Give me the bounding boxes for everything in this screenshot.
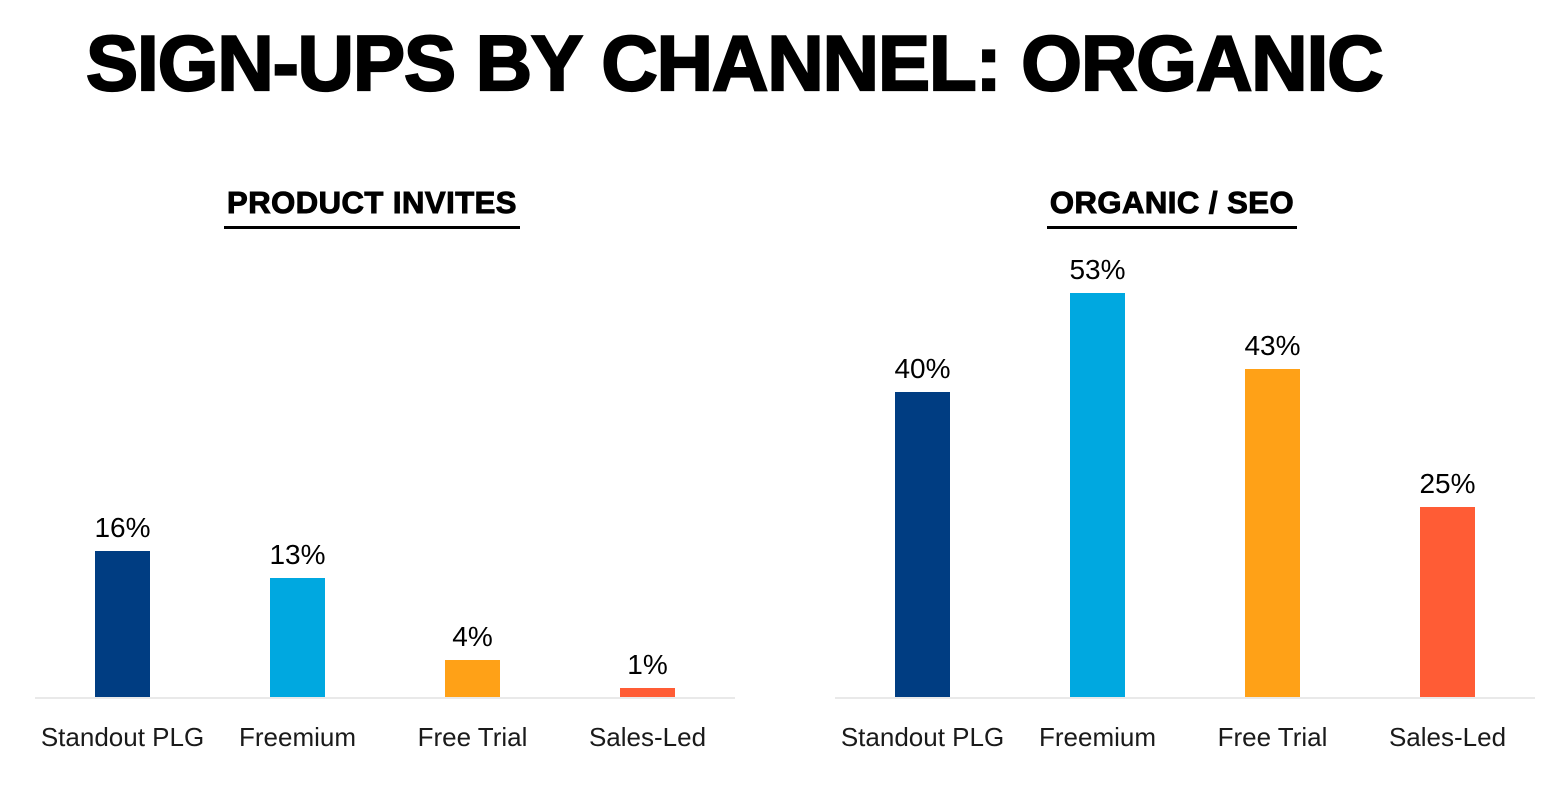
category-row: Standout PLG Freemium Free Trial Sales-Led bbox=[35, 722, 735, 753]
bar-free-trial bbox=[445, 660, 500, 697]
bar-sales-led bbox=[1420, 507, 1475, 697]
plot-area: 16% 13% 4% 1% bbox=[35, 240, 735, 699]
bar-value-label: 4% bbox=[452, 621, 493, 652]
plot-area: 40% 53% 43% 25% bbox=[835, 240, 1535, 699]
bar-group-freemium: 13% bbox=[210, 541, 385, 697]
bar-free-trial bbox=[1245, 369, 1300, 697]
bar-group-standout-plg: 16% bbox=[35, 514, 210, 697]
bar-group-standout-plg: 40% bbox=[835, 355, 1010, 697]
chart-product-invites: PRODUCT INVITES 16% 13% 4% 1% Standout PLG F… bbox=[35, 185, 735, 753]
category-label-sales-led: Sales-Led bbox=[1388, 722, 1507, 752]
category-label-freemium: Freemium bbox=[1038, 722, 1156, 752]
category-label-freemium: Freemium bbox=[238, 722, 356, 752]
category-label-standout-plg: Standout PLG bbox=[840, 722, 1005, 752]
bar-group-sales-led: 25% bbox=[1360, 470, 1535, 697]
category-label-free-trial: Free Trial bbox=[417, 722, 528, 752]
bar-value-label: 13% bbox=[269, 539, 326, 570]
bar-sales-led bbox=[620, 688, 675, 697]
category-row: Standout PLG Freemium Free Trial Sales-Led bbox=[835, 722, 1535, 753]
chart-title-product-invites: PRODUCT INVITES bbox=[224, 185, 520, 229]
chart-organic-seo: ORGANIC / SEO 40% 53% 43% 25% Standout PLG F… bbox=[835, 185, 1535, 753]
bar-value-label: 43% bbox=[1244, 330, 1301, 361]
bar-value-label: 53% bbox=[1069, 254, 1126, 285]
bar-value-label: 25% bbox=[1419, 468, 1476, 499]
category-label-free-trial: Free Trial bbox=[1217, 722, 1328, 752]
bar-group-free-trial: 4% bbox=[385, 623, 560, 697]
bar-value-label: 40% bbox=[894, 353, 951, 384]
bar-standout-plg bbox=[895, 392, 950, 697]
bar-freemium bbox=[270, 578, 325, 697]
bar-value-label: 16% bbox=[94, 512, 151, 543]
category-label-standout-plg: Standout PLG bbox=[40, 722, 205, 752]
bar-freemium bbox=[1070, 293, 1125, 697]
page-title: SIGN-UPS BY CHANNEL: ORGANIC bbox=[85, 18, 1385, 108]
bar-group-sales-led: 1% bbox=[560, 651, 735, 697]
bar-value-label: 1% bbox=[627, 649, 668, 680]
bar-group-freemium: 53% bbox=[1010, 256, 1185, 697]
bar-group-free-trial: 43% bbox=[1185, 332, 1360, 697]
chart-heading-wrap: ORGANIC / SEO bbox=[822, 185, 1522, 229]
bar-standout-plg bbox=[95, 551, 150, 697]
chart-heading-wrap: PRODUCT INVITES bbox=[22, 185, 722, 229]
category-label-sales-led: Sales-Led bbox=[588, 722, 707, 752]
chart-title-organic-seo: ORGANIC / SEO bbox=[1046, 185, 1298, 229]
